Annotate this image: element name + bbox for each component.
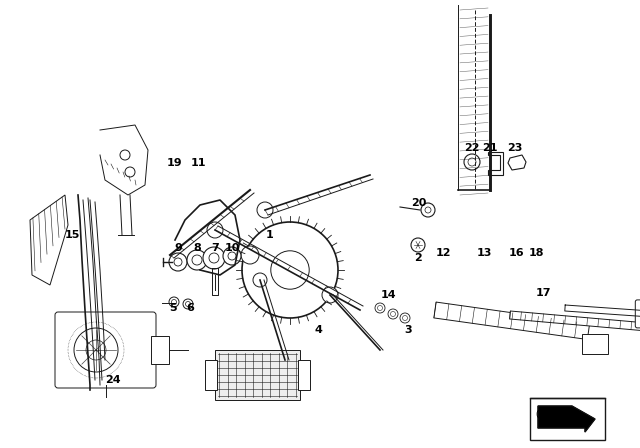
Circle shape	[388, 309, 398, 319]
Text: 6: 6	[186, 303, 194, 313]
Circle shape	[187, 250, 207, 270]
Text: 20: 20	[412, 198, 427, 208]
Circle shape	[203, 247, 225, 269]
Text: 24: 24	[105, 375, 121, 385]
Polygon shape	[434, 302, 589, 340]
Text: 15: 15	[64, 230, 80, 240]
Text: 13: 13	[476, 248, 492, 258]
Polygon shape	[509, 311, 640, 332]
Polygon shape	[508, 155, 526, 170]
Text: 19: 19	[167, 158, 183, 168]
Bar	[215, 350, 300, 400]
Text: 14: 14	[381, 290, 397, 300]
Text: 22: 22	[464, 143, 480, 153]
Text: 23: 23	[508, 143, 523, 153]
Text: 9: 9	[174, 243, 182, 253]
FancyBboxPatch shape	[636, 300, 640, 328]
Text: 1: 1	[266, 230, 274, 240]
Text: 21: 21	[483, 143, 498, 153]
Text: 5: 5	[169, 303, 177, 313]
Circle shape	[400, 313, 410, 323]
Circle shape	[169, 297, 179, 307]
Polygon shape	[538, 406, 595, 432]
Circle shape	[253, 273, 267, 287]
Bar	[530, 398, 605, 440]
Polygon shape	[488, 152, 503, 175]
Circle shape	[375, 303, 385, 313]
Bar	[582, 335, 609, 354]
Text: 4: 4	[314, 325, 322, 335]
Circle shape	[257, 202, 273, 218]
Text: 3: 3	[404, 325, 412, 335]
Circle shape	[411, 238, 425, 252]
Circle shape	[421, 203, 435, 217]
Bar	[298, 360, 310, 390]
Polygon shape	[30, 195, 68, 285]
Bar	[151, 336, 169, 364]
Circle shape	[464, 154, 480, 170]
Text: 16: 16	[508, 248, 524, 258]
Text: 12: 12	[435, 248, 451, 258]
Text: 7: 7	[211, 243, 219, 253]
Text: 11: 11	[190, 158, 205, 168]
Text: 2: 2	[414, 253, 422, 263]
Text: 17: 17	[535, 288, 551, 298]
Text: 18: 18	[528, 248, 544, 258]
Circle shape	[169, 253, 187, 271]
Text: 10: 10	[224, 243, 240, 253]
Circle shape	[207, 222, 223, 238]
Bar	[205, 360, 217, 390]
Circle shape	[183, 299, 193, 309]
Circle shape	[322, 287, 338, 303]
Text: 8: 8	[193, 243, 201, 253]
FancyBboxPatch shape	[55, 312, 156, 388]
Circle shape	[241, 246, 259, 264]
Text: 0128724: 0128724	[536, 410, 579, 420]
Circle shape	[223, 247, 241, 265]
